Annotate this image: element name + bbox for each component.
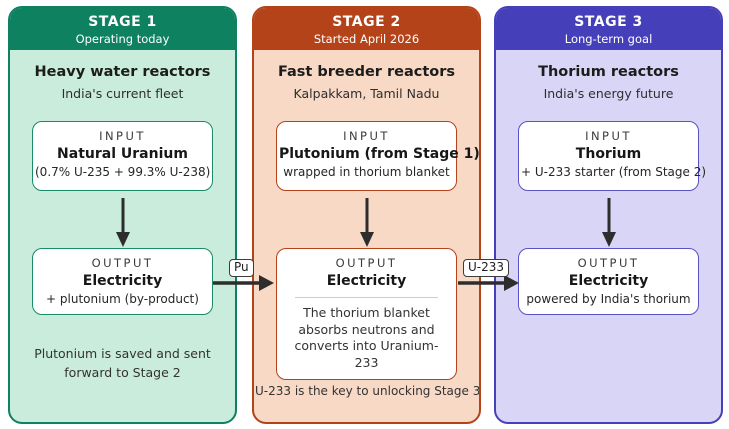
stage-1-input-box: INPUT Natural Uranium (0.7% U-235 + 99.3… (32, 121, 213, 191)
stage-1-output-main: Electricity (82, 273, 163, 289)
stage-2-input-main: Plutonium (from Stage 1) (279, 146, 480, 162)
output-label: OUTPUT (577, 256, 640, 270)
stage1-to-stage2-connector: Pu (213, 259, 277, 291)
down-arrow-icon (600, 198, 618, 252)
stage-2-input-box: INPUT Plutonium (from Stage 1) wrapped i… (276, 121, 480, 191)
stage-2-header-subtitle: Started April 2026 (313, 32, 420, 46)
stage-3-title: Thorium reactors (538, 64, 679, 80)
stage-3-panel: STAGE 3 Long-term goal Thorium reactors … (494, 6, 723, 424)
stage-3-input-box: INPUT Thorium + U-233 starter (from Stag… (518, 121, 707, 191)
stage-3-output-main: Electricity (568, 273, 649, 289)
stage-1-output-sub: + plutonium (by-product) (46, 292, 199, 306)
input-label: INPUT (585, 129, 632, 143)
stage-2-output-main: Electricity (326, 273, 407, 289)
stage-1-input-sub: (0.7% U-235 + 99.3% U-238) (35, 165, 211, 179)
stage-1-input-main: Natural Uranium (57, 146, 188, 162)
stage-3-output-box: OUTPUT Electricity powered by India's th… (518, 248, 699, 315)
input-label: INPUT (99, 129, 146, 143)
stage-1-subtitle: India's current fleet (61, 86, 184, 101)
stage-2-output-note: The thorium blanket absorbs neutrons and… (294, 305, 439, 370)
right-arrow-icon (458, 259, 522, 295)
stage-2-subtitle: Kalpakkam, Tamil Nadu (293, 86, 440, 101)
stage-2-header: STAGE 2 Started April 2026 (254, 8, 479, 50)
stage2-to-stage3-connector: U-233 (458, 259, 522, 291)
stage-2-header-title: STAGE 2 (332, 14, 401, 30)
right-arrow-icon (213, 259, 277, 295)
stage-1-header-title: STAGE 1 (88, 14, 157, 30)
pu-badge: Pu (229, 259, 254, 277)
stage-2-input-sub: wrapped in thorium blanket (283, 165, 450, 179)
stage-1-header-subtitle: Operating today (75, 32, 170, 46)
stage-2-footer-note: U-233 is the key to unlocking Stage 3 (255, 384, 481, 398)
stage-3-input-main: Thorium (575, 146, 642, 162)
u233-badge: U-233 (463, 259, 510, 277)
stage-3-header-title: STAGE 3 (574, 14, 643, 30)
stage-3-header-subtitle: Long-term goal (564, 32, 653, 46)
stage-1-footer-note: Plutonium is saved and sent forward to S… (34, 346, 211, 380)
stage-3-output-sub: powered by India's thorium (526, 292, 691, 306)
stage-3-subtitle: India's energy future (543, 86, 674, 101)
stage-2-panel: STAGE 2 Started April 2026 Fast breeder … (252, 6, 481, 424)
stage-1-output-box: OUTPUT Electricity + plutonium (by-produ… (32, 248, 213, 315)
input-label: INPUT (343, 129, 390, 143)
down-arrow-icon (114, 198, 132, 252)
output-label: OUTPUT (335, 256, 398, 270)
stage-2-title: Fast breeder reactors (277, 64, 456, 80)
output-divider (295, 297, 438, 298)
stage-1-title: Heavy water reactors (34, 64, 211, 80)
stage-1-panel: STAGE 1 Operating today Heavy water reac… (8, 6, 237, 424)
stage-3-input-sub: + U-233 starter (from Stage 2) (521, 165, 707, 179)
stage-1-header: STAGE 1 Operating today (10, 8, 235, 50)
down-arrow-icon (358, 198, 376, 252)
output-label: OUTPUT (91, 256, 154, 270)
stage-3-header: STAGE 3 Long-term goal (496, 8, 721, 50)
stage-2-output-box: OUTPUT Electricity The thorium blanket a… (276, 248, 457, 380)
